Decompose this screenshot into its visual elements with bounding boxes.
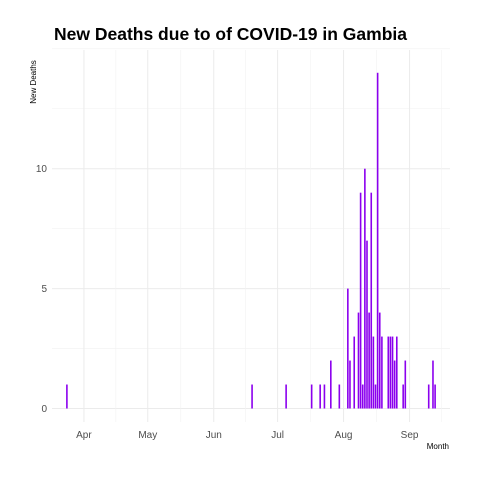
bar [353,336,356,409]
y-tick-label: 10 [36,164,48,175]
bar [330,360,332,409]
bar [427,384,430,409]
bar [434,384,436,409]
bar [376,72,379,409]
bar [361,384,364,409]
bar [285,384,287,409]
x-tick-label: Sep [401,430,419,441]
bar [378,312,381,409]
y-tick-label: 0 [41,404,47,415]
y-axis-title: New Deaths [29,60,38,104]
x-axis-title: Month [427,442,449,451]
chart-title: New Deaths due to of COVID-19 in Gambia [54,24,407,44]
bar [387,336,390,409]
x-tick-label: Apr [76,430,92,441]
grid-layer [52,48,450,422]
bar-layer [66,72,436,409]
x-tick-label: Jul [271,430,284,441]
bar [374,384,377,409]
bar [359,192,362,409]
bar [432,360,434,409]
bar [364,168,366,409]
bar [381,336,383,409]
bar [357,312,360,409]
bar [349,360,351,409]
bar [393,360,396,409]
bar [323,384,326,409]
bar [402,384,404,409]
bar [370,192,373,409]
tick-layer: 0 5 10 Apr May Jun Jul Aug Sep [36,164,419,441]
bar [389,336,392,409]
bar [66,384,68,409]
bar [391,336,394,409]
bar [347,288,349,409]
bar [366,240,368,409]
bar [338,384,341,409]
bar [372,336,375,409]
bar [319,384,321,409]
x-tick-label: Aug [335,430,353,441]
x-tick-label: Jun [206,430,222,441]
bar [368,312,370,409]
x-tick-label: May [138,430,157,441]
bar [404,360,407,409]
bar [395,336,398,409]
bar [251,384,253,409]
y-tick-label: 5 [41,284,47,295]
bar [310,384,313,409]
